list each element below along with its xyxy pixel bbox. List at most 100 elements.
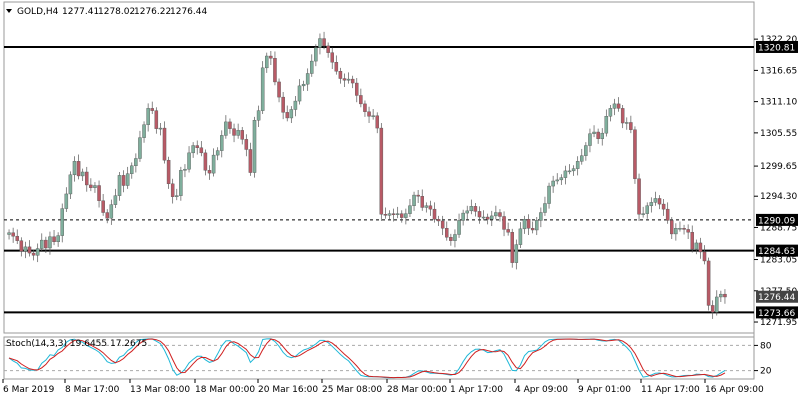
candle-body [445,228,449,238]
candle-body [633,129,637,179]
candle-body [567,170,572,173]
candle-body [485,216,490,220]
candle-body [150,108,154,111]
candle-body [428,205,433,210]
price-tag [756,306,798,319]
candle-body [387,213,392,216]
candle-body [80,171,85,177]
candle-body [522,219,527,230]
candle-body [514,244,519,263]
candle-body [183,168,187,171]
candle-body [391,213,396,215]
level-lines [4,45,754,314]
candle-body [211,154,216,174]
candle-body [637,178,641,215]
candle-body [305,73,310,85]
candle-body [269,55,273,59]
candle-body [400,213,404,218]
candle-body [40,239,44,249]
candle-body [641,213,645,215]
candle-body [432,208,437,220]
x-tick-label: 13 Mar 08:00 [130,385,190,395]
candle-body [11,232,15,237]
candle-body [461,212,465,221]
candle-body [76,161,81,177]
candle-body [694,242,699,250]
candle-body [224,121,228,136]
candle-body [530,228,535,231]
candle-body [244,139,249,150]
chart-frames [3,1,755,380]
candle-body [338,71,343,79]
candle-body [236,130,240,136]
candle-body [596,131,600,139]
close-value: 1276.44 [170,7,207,17]
candle-body [719,293,723,298]
candle-body [93,185,97,188]
candle-body [481,216,486,219]
y-tick-label: 1283.05 [760,256,797,266]
price-tags: 1320.81 1290.09 1284.63 1273.66 1276.44 [756,40,798,319]
candle-body [346,78,351,81]
candle-body [698,242,703,253]
candle-body [469,206,474,212]
price-tag [756,40,798,53]
candle-body [7,232,11,235]
candle-body [19,240,24,252]
price-tag-label: 1284.63 [758,247,795,257]
candle-body [31,252,36,256]
candle-body [375,115,379,129]
candle-body [355,82,359,96]
price-tag [756,244,798,257]
candle-body [72,161,77,176]
candle-body [453,234,457,241]
candle-body [97,185,101,201]
candle-body [64,193,69,209]
collapse-arrow-icon[interactable] [6,9,12,13]
candle-body [113,195,118,205]
candle-body [490,215,494,220]
candle-body [440,220,445,229]
candle-body [170,183,175,197]
y-tick-label: 1271.95 [760,318,797,328]
candle-body [285,112,289,119]
x-tick-label: 25 Mar 08:00 [322,385,382,395]
candle-body [228,121,232,129]
candle-body [510,232,514,263]
candle-body [498,212,502,217]
y-tick-label: 1316.65 [760,66,797,76]
candle-body [629,122,633,130]
candle-body [146,108,150,125]
candle-body [723,293,727,298]
candle-body [526,219,531,229]
candle-body [289,109,294,119]
low-value: 1276.22 [134,7,171,17]
candle-body [48,236,52,249]
candle-body [657,198,662,205]
candle-body [715,296,719,313]
candle-body [52,236,56,243]
candle-body [85,171,89,186]
candle-body [404,213,408,218]
candle-body [424,205,429,208]
candle-body [166,159,171,185]
high-value: 1278.02 [98,7,135,17]
y-tick-label: 1322.20 [760,35,797,45]
stoch-level-label: 80 [760,341,772,351]
candle-body [547,185,551,204]
candle-body [277,81,281,98]
candle-body [60,208,64,236]
candle-body [363,103,367,112]
candle-body [68,174,73,195]
candle-body [604,116,609,134]
candle-body [412,194,416,206]
candle-body [179,170,183,196]
candle-body [248,149,253,173]
candle-body [608,108,613,117]
candle-body [15,235,19,241]
candle-body [273,58,277,83]
candle-body [477,211,482,218]
candle-body [220,135,224,151]
candle-body [203,152,208,171]
